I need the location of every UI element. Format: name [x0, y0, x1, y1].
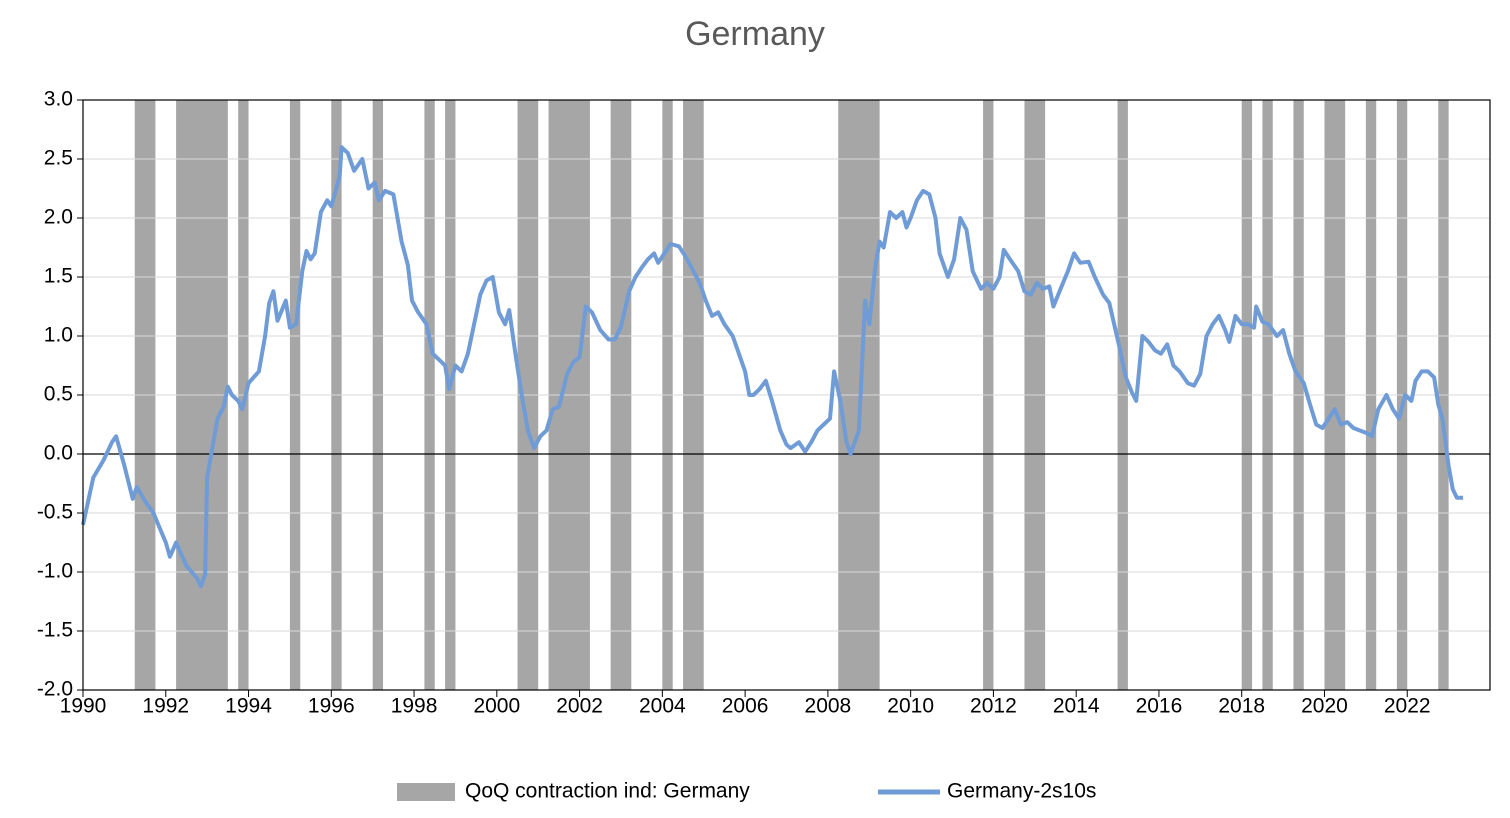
x-tick-label: 2016 [1136, 695, 1183, 718]
x-tick-label: 2008 [805, 695, 852, 718]
x-tick-label: 2000 [473, 695, 520, 718]
legend-swatch [397, 783, 455, 801]
y-tick-label: 2.5 [44, 147, 73, 170]
y-tick-label: -1.0 [37, 560, 73, 583]
chart-title: Germany [685, 15, 825, 53]
y-tick-label: 3.0 [44, 88, 73, 111]
y-tick-label: -1.5 [37, 619, 73, 642]
y-tick-label: -0.5 [37, 501, 73, 524]
plot [81, 145, 1464, 589]
y-tick-label: 0.5 [44, 383, 73, 406]
y-tick-label: 0.0 [44, 442, 73, 465]
x-tick-label: 2012 [970, 695, 1017, 718]
y-tick-label: 1.0 [44, 324, 73, 347]
x-tick-label: 2004 [639, 695, 686, 718]
x-tick-label: 1992 [142, 695, 189, 718]
legend-label: QoQ contraction ind: Germany [465, 780, 750, 803]
x-tick-label: 1990 [60, 695, 107, 718]
y-tick-label: -2.0 [37, 678, 73, 701]
x-tick-label: 2022 [1384, 695, 1431, 718]
x-tick-label: 1994 [225, 695, 272, 718]
x-tick-label: 2002 [556, 695, 603, 718]
x-tick-label: 2020 [1301, 695, 1348, 718]
x-tick-label: 2010 [887, 695, 934, 718]
x-tick-label: 1996 [308, 695, 355, 718]
y-tick-label: 2.0 [44, 206, 73, 229]
x-tick-label: 2018 [1218, 695, 1265, 718]
legend-label: Germany-2s10s [947, 780, 1096, 803]
series-line [81, 145, 1464, 589]
x-tick-label: 1998 [391, 695, 438, 718]
x-tick-label: 2014 [1053, 695, 1100, 718]
x-tick-label: 2006 [722, 695, 769, 718]
y-tick-label: 1.5 [44, 265, 73, 288]
